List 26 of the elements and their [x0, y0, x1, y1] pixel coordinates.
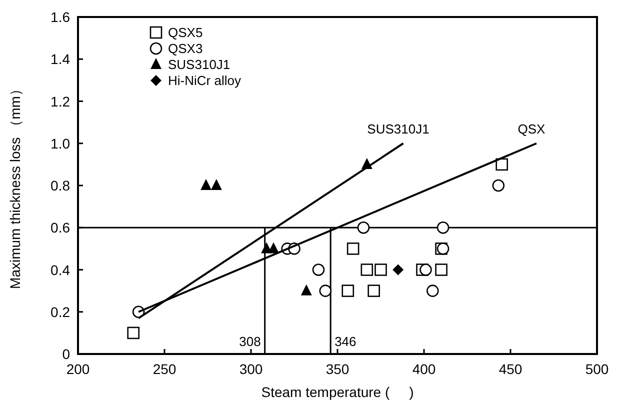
y-tick-label: 1.2: [50, 93, 70, 110]
ref-line-label: 346: [334, 334, 356, 349]
x-tick-label: 500: [585, 361, 609, 377]
series-label: QSX: [518, 121, 546, 136]
x-tick-label: 200: [66, 361, 90, 377]
ref-line-label: 308: [239, 334, 261, 349]
x-axis-title: Steam temperature ( ): [261, 384, 414, 400]
x-tick-label: 300: [239, 361, 263, 377]
legend-label: SUS310J1: [168, 57, 230, 72]
series-label: SUS310J1: [367, 121, 430, 136]
legend-label: QSX3: [168, 41, 203, 56]
y-tick-label: 0: [62, 346, 70, 362]
x-tick-label: 450: [498, 361, 522, 377]
legend-label: QSX5: [168, 25, 203, 40]
y-tick-label: 0.2: [50, 304, 70, 320]
x-tick-label: 250: [152, 361, 176, 377]
y-tick-label: 1.6: [50, 9, 70, 25]
y-tick-label: 1.0: [50, 135, 70, 152]
legend-label: Hi-NiCr alloy: [168, 73, 242, 88]
x-tick-label: 400: [412, 361, 436, 377]
y-tick-label: 1.4: [50, 51, 70, 68]
y-axis-title: Maximum thickness loss （mm）: [7, 82, 23, 289]
y-tick-label: 0.4: [50, 262, 70, 278]
y-tick-label: 0.6: [50, 220, 70, 236]
x-tick-label: 350: [326, 361, 350, 377]
y-tick-label: 0.8: [50, 178, 70, 194]
